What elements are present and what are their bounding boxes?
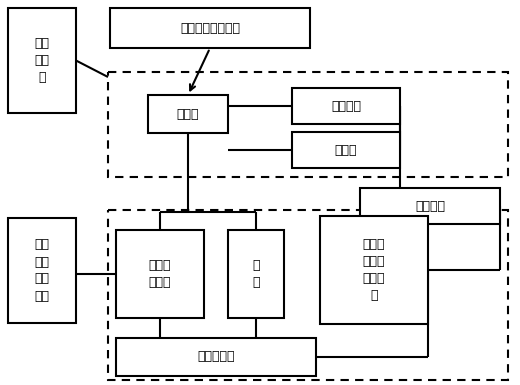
Bar [108, 72, 508, 177]
Text: 热电偶
微电极: 热电偶 微电极 [149, 259, 171, 289]
Bar [360, 188, 500, 224]
Text: 恒电位仪: 恒电位仪 [415, 199, 445, 213]
Text: 参比电极: 参比电极 [331, 99, 361, 112]
Text: 铂
丝: 铂 丝 [252, 259, 260, 289]
Bar [228, 230, 284, 318]
Text: 电解池: 电解池 [177, 107, 199, 121]
Bar [116, 230, 204, 318]
Bar [8, 218, 76, 323]
Bar [148, 95, 228, 133]
Bar [292, 88, 400, 124]
Bar [320, 216, 428, 324]
Text: 对电极: 对电极 [335, 144, 357, 156]
Text: 高频交
流电信
号发生
器: 高频交 流电信 号发生 器 [363, 238, 385, 302]
Bar [108, 210, 508, 380]
Bar [8, 8, 76, 113]
Text: 印刷电路板: 印刷电路板 [197, 350, 235, 363]
Text: 共聚焦拉曼光谱仪: 共聚焦拉曼光谱仪 [180, 22, 240, 35]
Bar [116, 338, 316, 376]
Text: 光谱
电解
池: 光谱 电解 池 [34, 37, 49, 84]
Text: 热电
偶数
显温
度计: 热电 偶数 显温 度计 [34, 238, 49, 303]
Bar [110, 8, 310, 48]
Bar [292, 132, 400, 168]
